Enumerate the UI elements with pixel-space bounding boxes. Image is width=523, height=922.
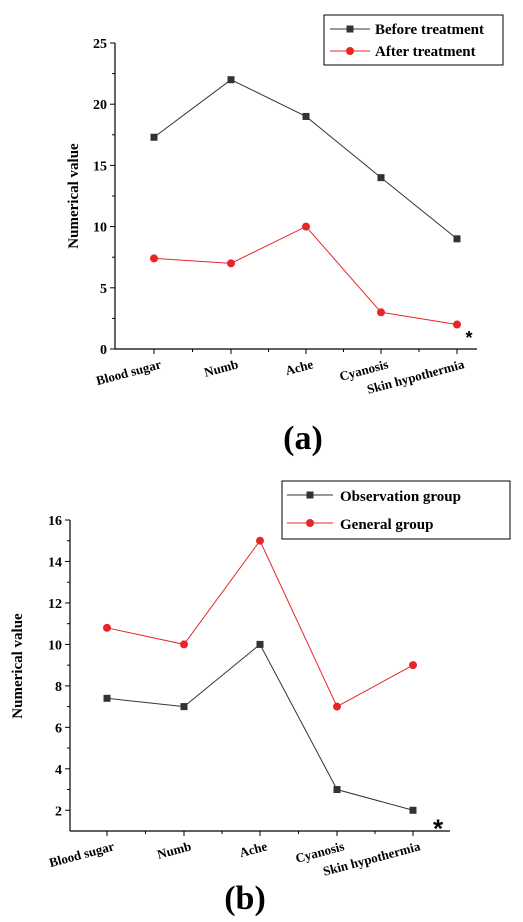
chart-a-point-1 bbox=[453, 320, 461, 329]
chart-b-point-0 bbox=[333, 786, 341, 794]
chart-b-series-line-1 bbox=[106, 539, 414, 708]
chart-a-legend-marker-0 bbox=[346, 25, 354, 33]
chart-b-point-1 bbox=[180, 640, 188, 649]
chart-b-y-tick-label: 2 bbox=[55, 804, 62, 819]
chart-a-y-tick-label: 25 bbox=[93, 37, 107, 52]
chart-a-series-line-0 bbox=[153, 79, 458, 240]
chart-a-point-0 bbox=[377, 174, 385, 182]
chart-b-point-0 bbox=[103, 694, 111, 702]
chart-a-x-tick-label: Numb bbox=[202, 356, 239, 379]
chart-b-legend: Observation group General group bbox=[281, 480, 511, 540]
chart-b-x-tick-label: Blood sugar bbox=[47, 838, 116, 870]
chart-b-x-tick-label: Ache bbox=[238, 838, 269, 860]
chart-a-legend-marker-1 bbox=[346, 47, 354, 55]
chart-b-y-tick-label: 12 bbox=[48, 597, 62, 612]
chart-a-x-tick-label: Blood sugar bbox=[94, 356, 163, 388]
chart-b-point-0 bbox=[180, 703, 188, 711]
chart-a-x-tick-label: Ache bbox=[284, 356, 315, 378]
chart-b-point-1 bbox=[333, 702, 341, 711]
chart-panel-b: Numerical value Observation group Genera… bbox=[10, 480, 511, 917]
chart-b-y-tick-label: 10 bbox=[48, 638, 62, 653]
chart-b-x-tick-label: Numb bbox=[155, 838, 192, 861]
chart-b-legend-label-0: Observation group bbox=[340, 489, 461, 505]
chart-b-y-tick-label: 16 bbox=[48, 514, 62, 529]
chart-b-point-1 bbox=[256, 536, 264, 545]
chart-b-y-tick-label: 4 bbox=[55, 763, 62, 778]
chart-a-point-0 bbox=[453, 235, 461, 243]
chart-a-y-axis-title: Numerical value bbox=[66, 143, 82, 249]
chart-a-legend-label-1: After treatment bbox=[375, 44, 476, 60]
chart-a-y-tick-label: 0 bbox=[100, 343, 107, 358]
chart-panel-a: Numerical value Before treatment After t… bbox=[66, 14, 504, 457]
chart-b-significance-mark: * bbox=[433, 813, 444, 843]
chart-a-y-tick-label: 15 bbox=[93, 159, 107, 174]
chart-b-y-tick-label: 14 bbox=[48, 555, 62, 570]
chart-b-legend-box bbox=[281, 480, 511, 540]
chart-a-point-0 bbox=[150, 133, 158, 141]
chart-a-y-tick-label: 20 bbox=[93, 98, 107, 113]
chart-b-y-axis-title: Numerical value bbox=[10, 613, 26, 719]
chart-a-legend: Before treatment After treatment bbox=[323, 14, 504, 66]
chart-b-panel-label: (b) bbox=[224, 880, 266, 917]
chart-b-point-0 bbox=[409, 806, 417, 814]
chart-b-series-line-0 bbox=[106, 643, 414, 811]
chart-b-y-tick-label: 8 bbox=[55, 680, 62, 695]
chart-b-legend-marker-0 bbox=[306, 491, 314, 499]
chart-a-point-0 bbox=[227, 76, 235, 84]
chart-a-legend-label-0: Before treatment bbox=[375, 22, 484, 38]
chart-a-panel-label: (a) bbox=[283, 420, 323, 457]
chart-b-point-0 bbox=[256, 640, 264, 648]
chart-b-legend-marker-1 bbox=[306, 519, 314, 527]
chart-a-significance-mark: * bbox=[465, 328, 472, 348]
chart-b-y-tick-label: 6 bbox=[55, 721, 62, 736]
chart-a-point-1 bbox=[150, 254, 158, 263]
chart-a-y-tick-label: 5 bbox=[100, 282, 107, 297]
chart-a-point-1 bbox=[227, 259, 235, 268]
chart-a-y-tick-label: 10 bbox=[93, 221, 107, 236]
chart-a-point-0 bbox=[302, 112, 310, 120]
chart-b-point-1 bbox=[409, 661, 417, 670]
chart-b-point-1 bbox=[103, 623, 111, 632]
chart-a-point-1 bbox=[302, 222, 310, 231]
chart-a-point-1 bbox=[377, 308, 385, 317]
chart-a-series-line-1 bbox=[153, 225, 458, 326]
chart-b-legend-label-1: General group bbox=[340, 517, 433, 533]
chart-a-legend-box bbox=[323, 14, 504, 66]
